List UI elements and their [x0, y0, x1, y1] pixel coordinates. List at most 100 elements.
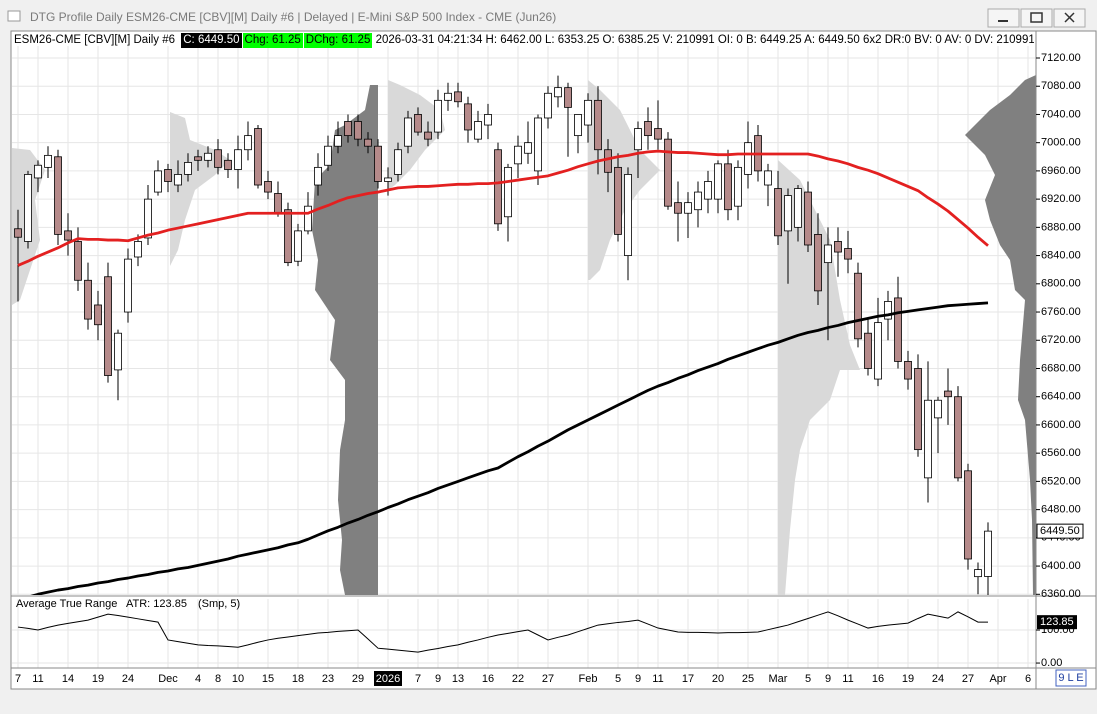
volume-profile [965, 75, 1036, 595]
x-tick-label: Apr [989, 673, 1006, 685]
candle-body [734, 166, 742, 207]
x-tick-highlight [374, 671, 402, 686]
x-tick-label: 16 [482, 673, 494, 685]
candle-body [204, 152, 212, 161]
candle-body [934, 399, 942, 419]
x-tick-label: 14 [62, 673, 74, 685]
candle-body [624, 174, 632, 256]
candle-body [454, 91, 462, 103]
candle-body [644, 121, 652, 137]
window-icon [7, 10, 21, 22]
candle-body [674, 202, 682, 214]
last-price-box [1036, 523, 1084, 539]
candle-body [64, 230, 72, 241]
candle-body [764, 170, 772, 186]
candle-body [614, 166, 622, 235]
candle-body [604, 149, 612, 173]
candle-body [824, 244, 832, 264]
volume-profile [312, 85, 378, 595]
atr-plot [17, 611, 989, 653]
x-tick-label: 27 [542, 673, 554, 685]
y-tick-label: 6680.00 [1041, 362, 1081, 374]
info-symbol: ESM26-CME [CBV][M] Daily #6 [14, 34, 176, 46]
status-text: 9 L E [1058, 672, 1083, 684]
candle-body [724, 163, 732, 211]
candle-body [814, 234, 822, 292]
x-tick-label: 17 [682, 673, 694, 685]
last-value-label: 123.85 [1040, 616, 1074, 628]
maximize-icon [1030, 12, 1043, 23]
y-tick-label: 6760.00 [1041, 306, 1081, 318]
y-tick-label: 6960.00 [1041, 165, 1081, 177]
y-tick-label: 6840.00 [1041, 249, 1081, 261]
candle-body [944, 390, 952, 398]
candle-body [234, 149, 242, 170]
candle-body [714, 163, 722, 200]
last-price-label: 6449.50 [1040, 525, 1080, 537]
x-tick-label: 18 [292, 673, 304, 685]
candle-body [704, 181, 712, 200]
x-tick-label: 24 [122, 673, 134, 685]
candle-body [54, 156, 62, 235]
info-close: C: 6449.50 [181, 33, 242, 48]
status-box[interactable] [1055, 669, 1087, 687]
atr-params: (Smp, 5) [198, 598, 240, 610]
candle-body [94, 304, 102, 326]
y-tick-label: 7040.00 [1041, 108, 1081, 120]
y-tick-label: 7080.00 [1041, 80, 1081, 92]
info-change: Chg: 61.25 [242, 33, 303, 48]
candle-body [774, 188, 782, 237]
candle-body [924, 399, 932, 479]
x-tick-label: 9 [825, 673, 831, 685]
y-tick-label: 6520.00 [1041, 475, 1081, 487]
candle-body [44, 154, 52, 168]
x-tick-label: 5 [615, 673, 621, 685]
candle-body [184, 162, 192, 175]
candle-body [914, 368, 922, 451]
candle-body [394, 149, 402, 175]
candle-body [254, 128, 262, 186]
candle-body [654, 128, 662, 140]
candle-body [164, 169, 172, 182]
x-tick-label: 11 [32, 673, 43, 685]
candle-body [424, 131, 432, 140]
x-tick-label: 15 [262, 673, 274, 685]
y-tick-label: 6400.00 [1041, 560, 1081, 572]
y-tick-label: 6880.00 [1041, 221, 1081, 233]
candle-body [744, 142, 752, 175]
candle-body [384, 177, 392, 182]
candle-body [124, 258, 132, 313]
minimize-button[interactable] [987, 8, 1020, 28]
candle-body [984, 530, 992, 577]
candle-body [134, 241, 142, 258]
x-tick-label: 13 [452, 673, 464, 685]
candle-body [684, 202, 692, 214]
candle-body [894, 297, 902, 362]
candle-body [514, 145, 522, 165]
x-tick-label: Feb [579, 673, 598, 685]
candle-body [24, 174, 32, 242]
y-tick-label: 6720.00 [1041, 334, 1081, 346]
candle-body [114, 332, 122, 371]
moving-average [30, 301, 989, 595]
candle-body [544, 92, 552, 119]
candle-body [444, 92, 452, 101]
y-tick-label: 6600.00 [1041, 419, 1081, 431]
x-tick-label: 25 [742, 673, 754, 685]
candle-body [634, 128, 642, 151]
y-tick-label: 6480.00 [1041, 504, 1081, 516]
candle-body [854, 272, 862, 340]
info-dchange: DChg: 61.25 [303, 33, 373, 48]
window-buttons [987, 8, 1086, 28]
candle-body [264, 181, 272, 193]
maximize-button[interactable] [1020, 8, 1053, 28]
candle-body [844, 248, 852, 260]
x-tick-label: 5 [805, 673, 811, 685]
x-tick-label: 11 [652, 673, 663, 685]
volume-profile [588, 80, 660, 280]
candle-body [484, 114, 492, 126]
last-value-box [1037, 615, 1077, 630]
x-tick-label: 6 [1025, 673, 1031, 685]
candle-body [504, 166, 512, 218]
